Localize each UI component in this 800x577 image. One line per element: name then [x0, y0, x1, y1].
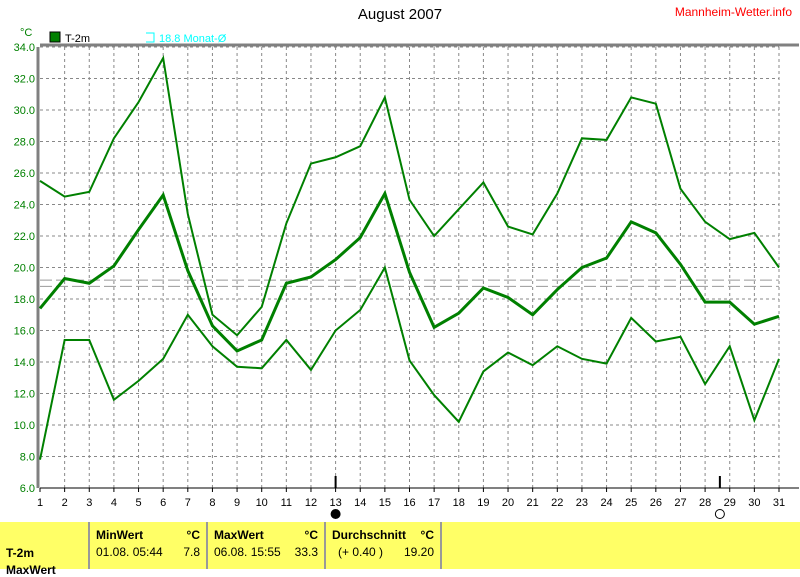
max-column: MaxWert °C 06.08. 15:55 33.3 [206, 522, 324, 569]
x-tick-label: 17 [428, 497, 440, 509]
legend-swatch-t2m [49, 31, 61, 43]
y-tick-label: 26.0 [14, 168, 35, 180]
min-value: 7.8 [183, 545, 200, 559]
x-tick-label: 2 [62, 497, 68, 509]
x-tick-label: 14 [354, 497, 366, 509]
stats-footer: T-2m MaxWert MinWert °C 01.08. 05:44 7.8 M… [0, 522, 800, 577]
x-tick-label: 18 [453, 497, 465, 509]
x-tick-label: 8 [209, 497, 215, 509]
x-tick-label: 31 [773, 497, 785, 509]
avg-header: Durchschnitt [332, 528, 407, 542]
y-tick-label: 18.0 [14, 294, 35, 306]
x-tick-label: 12 [305, 497, 317, 509]
x-tick-label: 11 [281, 497, 292, 509]
x-tick-label: 27 [674, 497, 686, 509]
row-label-2: MaxWert [6, 563, 56, 577]
x-tick-label: 5 [135, 497, 141, 509]
row-label: T-2m [6, 546, 35, 560]
full-moon-icon [714, 509, 725, 519]
x-tick-label: 29 [724, 497, 736, 509]
x-tick-label: 28 [699, 497, 711, 509]
y-tick-label: 8.0 [20, 452, 35, 464]
x-tick-label: 3 [86, 497, 92, 509]
legend-label-avg: 18.8 Monat-Ø [159, 33, 227, 45]
new-moon-icon [330, 509, 341, 519]
min-date: 01.08. 05:44 [96, 545, 163, 559]
x-tick-label: 20 [502, 497, 514, 509]
x-tick-label: 23 [576, 497, 588, 509]
y-tick-label: 12.0 [14, 389, 35, 401]
min-header: MinWert [96, 528, 144, 542]
x-tick-label: 19 [477, 497, 489, 509]
max-unit: °C [304, 528, 318, 542]
y-tick-label: 16.0 [14, 326, 35, 338]
temperature-chart: 6.08.010.012.014.016.018.020.022.024.026… [14, 27, 799, 519]
x-tick-label: 6 [160, 497, 166, 509]
y-tick-label: 32.0 [14, 74, 35, 86]
series-mean-line [38, 189, 780, 353]
x-tick-label: 4 [111, 497, 117, 509]
x-tick-label: 21 [527, 497, 539, 509]
series-max-line [39, 55, 780, 337]
max-date: 06.08. 15:55 [214, 545, 281, 559]
y-tick-label: 24.0 [14, 200, 35, 212]
x-tick-label: 10 [256, 497, 268, 509]
x-tick-label: 26 [650, 497, 662, 509]
y-axis-label: °C [20, 27, 32, 39]
max-header: MaxWert [214, 528, 264, 542]
avg-delta: (+ 0.40 ) [338, 545, 384, 559]
x-tick-label: 15 [379, 497, 391, 509]
legend-swatch-avg [146, 32, 155, 43]
x-tick-label: 9 [234, 497, 240, 509]
x-tick-label: 7 [185, 497, 191, 509]
min-column: MinWert °C 01.08. 05:44 7.8 [88, 522, 206, 569]
x-tick-label: 1 [37, 497, 43, 509]
y-tick-label: 20.0 [14, 263, 35, 275]
series-min-line [39, 264, 780, 460]
y-tick-label: 10.0 [14, 420, 35, 432]
y-tick-label: 14.0 [14, 357, 35, 369]
y-tick-label: 6.0 [20, 483, 35, 495]
x-tick-label: 22 [551, 497, 563, 509]
avg-value: 19.20 [403, 545, 434, 559]
y-tick-label: 34.0 [14, 42, 35, 54]
x-tick-label: 16 [403, 497, 415, 509]
x-tick-label: 24 [600, 497, 612, 509]
brand-link[interactable]: Mannheim-Wetter.info [674, 5, 792, 19]
x-tick-label: 13 [329, 497, 341, 509]
min-unit: °C [186, 528, 200, 542]
y-tick-label: 22.0 [14, 231, 35, 243]
max-value: 33.3 [294, 545, 318, 559]
y-tick-label: 28.0 [14, 137, 35, 149]
legend-label-t2m: T-2m [65, 33, 90, 45]
y-tick-label: 30.0 [14, 105, 35, 117]
x-tick-label: 30 [748, 497, 760, 509]
avg-column: Durchschnitt °C (+ 0.40 ) 19.20 [324, 522, 442, 569]
avg-unit: °C [420, 528, 434, 542]
x-tick-label: 25 [625, 497, 637, 509]
chart-title: August 2007 [357, 6, 443, 23]
